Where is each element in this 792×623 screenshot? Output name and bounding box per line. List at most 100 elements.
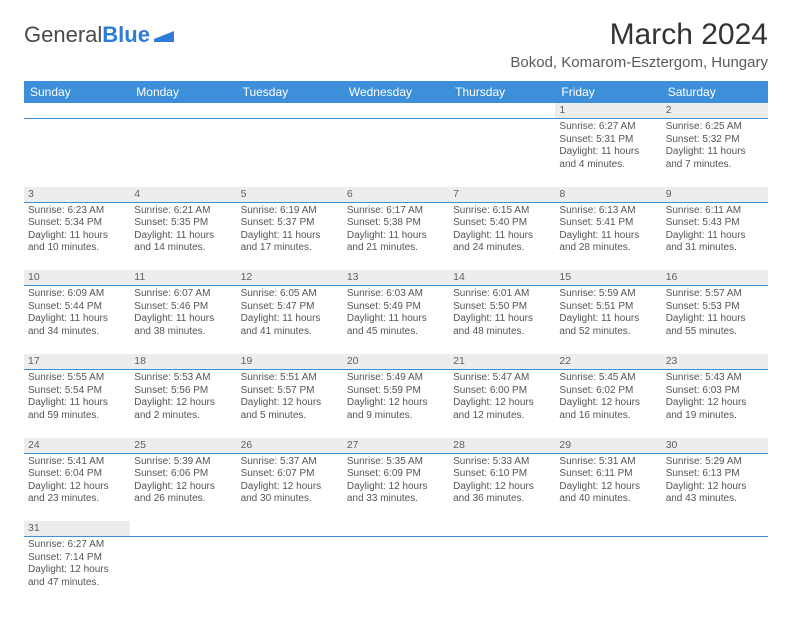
daylight-line-1: Daylight: 12 hours [241,397,339,410]
sunset-line: Sunset: 5:31 PM [559,134,657,147]
day-number: 11 [130,270,236,286]
day-cell: Sunrise: 5:41 AMSunset: 6:04 PMDaylight:… [24,453,130,521]
day-number: 2 [662,103,768,119]
daylight-line-1: Daylight: 11 hours [28,230,126,243]
day-number-row: 12 [24,103,768,119]
daylight-line-2: and 41 minutes. [241,326,339,339]
header: GeneralBlue March 2024 Bokod, Komarom-Es… [24,18,768,71]
weekday-header: Monday [130,81,236,103]
sunrise-line: Sunrise: 6:11 AM [666,205,764,218]
sunrise-line: Sunrise: 5:57 AM [666,288,764,301]
sunrise-line: Sunrise: 6:27 AM [559,121,657,134]
sunset-line: Sunset: 5:46 PM [134,301,232,314]
daylight-line-1: Daylight: 12 hours [666,481,764,494]
sunset-line: Sunset: 6:13 PM [666,468,764,481]
day-cell: Sunrise: 6:19 AMSunset: 5:37 PMDaylight:… [237,202,343,270]
day-cell: Sunrise: 6:25 AMSunset: 5:32 PMDaylight:… [662,119,768,187]
daylight-line-2: and 12 minutes. [453,410,551,423]
sunset-line: Sunset: 5:50 PM [453,301,551,314]
sunset-line: Sunset: 7:14 PM [28,552,126,565]
daylight-line-2: and 17 minutes. [241,242,339,255]
sunset-line: Sunset: 5:57 PM [241,385,339,398]
day-number: 29 [555,438,661,454]
daylight-line-1: Daylight: 12 hours [347,481,445,494]
empty-cell [237,537,343,605]
empty-cell [237,119,343,187]
day-cell: Sunrise: 5:51 AMSunset: 5:57 PMDaylight:… [237,370,343,438]
day-cell: Sunrise: 6:15 AMSunset: 5:40 PMDaylight:… [449,202,555,270]
day-number: 6 [343,187,449,203]
sunrise-line: Sunrise: 5:51 AM [241,372,339,385]
month-title: March 2024 [510,18,768,52]
sunset-line: Sunset: 5:59 PM [347,385,445,398]
sunset-line: Sunset: 6:07 PM [241,468,339,481]
weekday-header: Sunday [24,81,130,103]
sunset-line: Sunset: 5:32 PM [666,134,764,147]
day-cell: Sunrise: 5:37 AMSunset: 6:07 PMDaylight:… [237,453,343,521]
day-cell: Sunrise: 6:21 AMSunset: 5:35 PMDaylight:… [130,202,236,270]
day-cell: Sunrise: 5:33 AMSunset: 6:10 PMDaylight:… [449,453,555,521]
daylight-line-2: and 28 minutes. [559,242,657,255]
daylight-line-1: Daylight: 11 hours [559,313,657,326]
logo-text-2: Blue [102,22,150,48]
daylight-line-2: and 4 minutes. [559,159,657,172]
weekday-header-row: SundayMondayTuesdayWednesdayThursdayFrid… [24,81,768,103]
daylight-line-1: Daylight: 11 hours [347,313,445,326]
calendar-week-row: Sunrise: 5:55 AMSunset: 5:54 PMDaylight:… [24,370,768,438]
sunset-line: Sunset: 6:00 PM [453,385,551,398]
day-cell: Sunrise: 5:49 AMSunset: 5:59 PMDaylight:… [343,370,449,438]
daylight-line-1: Daylight: 12 hours [559,481,657,494]
day-number: 3 [24,187,130,203]
empty-cell [555,521,661,537]
sunrise-line: Sunrise: 6:27 AM [28,539,126,552]
day-cell: Sunrise: 5:43 AMSunset: 6:03 PMDaylight:… [662,370,768,438]
sunrise-line: Sunrise: 6:21 AM [134,205,232,218]
day-cell: Sunrise: 5:31 AMSunset: 6:11 PMDaylight:… [555,453,661,521]
empty-cell [662,537,768,605]
daylight-line-2: and 34 minutes. [28,326,126,339]
empty-cell [555,537,661,605]
daylight-line-2: and 43 minutes. [666,493,764,506]
sunrise-line: Sunrise: 6:05 AM [241,288,339,301]
day-number: 12 [237,270,343,286]
sunrise-line: Sunrise: 5:39 AM [134,456,232,469]
day-number: 18 [130,354,236,370]
day-number: 8 [555,187,661,203]
sunrise-line: Sunrise: 6:13 AM [559,205,657,218]
day-cell: Sunrise: 5:29 AMSunset: 6:13 PMDaylight:… [662,453,768,521]
day-cell: Sunrise: 6:01 AMSunset: 5:50 PMDaylight:… [449,286,555,354]
daylight-line-2: and 52 minutes. [559,326,657,339]
sunset-line: Sunset: 5:40 PM [453,217,551,230]
day-number: 24 [24,438,130,454]
day-number: 5 [237,187,343,203]
sunrise-line: Sunrise: 5:33 AM [453,456,551,469]
daylight-line-1: Daylight: 11 hours [559,230,657,243]
daylight-line-2: and 23 minutes. [28,493,126,506]
empty-cell [130,119,236,187]
empty-cell [343,521,449,537]
day-number-row: 10111213141516 [24,270,768,286]
sunrise-line: Sunrise: 5:55 AM [28,372,126,385]
day-cell: Sunrise: 6:27 AMSunset: 5:31 PMDaylight:… [555,119,661,187]
sunrise-line: Sunrise: 6:09 AM [28,288,126,301]
title-block: March 2024 Bokod, Komarom-Esztergom, Hun… [510,18,768,71]
day-number-row: 31 [24,521,768,537]
calendar-week-row: Sunrise: 6:23 AMSunset: 5:34 PMDaylight:… [24,202,768,270]
daylight-line-2: and 36 minutes. [453,493,551,506]
empty-cell [449,103,555,119]
daylight-line-1: Daylight: 11 hours [347,230,445,243]
daylight-line-2: and 38 minutes. [134,326,232,339]
logo: GeneralBlue [24,22,174,48]
daylight-line-1: Daylight: 12 hours [241,481,339,494]
empty-cell [343,537,449,605]
calendar-week-row: Sunrise: 6:09 AMSunset: 5:44 PMDaylight:… [24,286,768,354]
sunrise-line: Sunrise: 6:15 AM [453,205,551,218]
sunset-line: Sunset: 5:43 PM [666,217,764,230]
sunset-line: Sunset: 6:04 PM [28,468,126,481]
daylight-line-1: Daylight: 11 hours [241,313,339,326]
daylight-line-2: and 26 minutes. [134,493,232,506]
sunrise-line: Sunrise: 5:47 AM [453,372,551,385]
empty-cell [343,119,449,187]
daylight-line-2: and 48 minutes. [453,326,551,339]
daylight-line-1: Daylight: 11 hours [28,313,126,326]
